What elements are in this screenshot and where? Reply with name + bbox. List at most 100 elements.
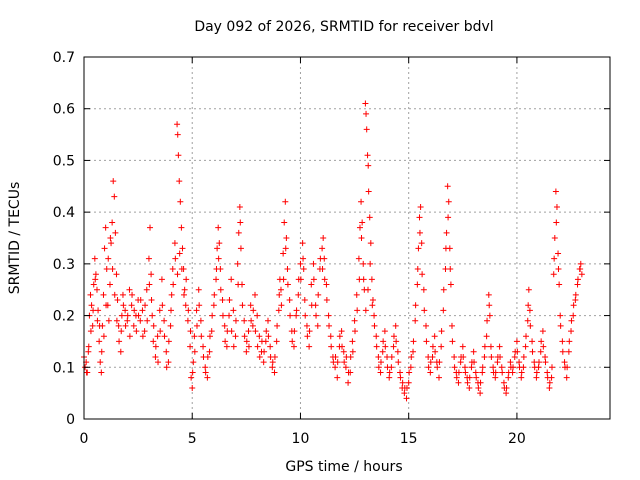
data-point	[392, 322, 399, 329]
data-point	[264, 317, 271, 324]
data-point	[120, 302, 127, 309]
data-point	[365, 162, 372, 169]
data-point	[91, 255, 98, 262]
data-point	[265, 333, 272, 340]
data-point	[533, 369, 540, 376]
data-point	[169, 266, 176, 273]
data-point	[574, 281, 581, 288]
data-point	[202, 364, 209, 371]
data-point	[442, 245, 449, 252]
data-point	[485, 291, 492, 298]
data-point	[466, 374, 473, 381]
data-point	[112, 229, 119, 236]
data-point	[399, 379, 406, 386]
data-point	[417, 203, 424, 210]
data-point	[280, 250, 287, 257]
data-point	[226, 312, 233, 319]
data-point	[301, 297, 308, 304]
data-point	[440, 307, 447, 314]
x-tick-label: 20	[508, 431, 526, 447]
data-point	[94, 317, 101, 324]
data-point	[269, 359, 276, 366]
data-point	[415, 245, 422, 252]
data-point	[356, 224, 363, 231]
data-point	[559, 348, 566, 355]
data-point	[281, 219, 288, 226]
data-point	[513, 338, 520, 345]
data-point	[228, 328, 235, 335]
data-point	[260, 359, 267, 366]
data-point	[198, 333, 205, 340]
data-point	[222, 338, 229, 345]
data-point	[174, 271, 181, 278]
data-point	[146, 281, 153, 288]
data-point	[339, 343, 346, 350]
data-point	[280, 276, 287, 283]
data-point	[142, 302, 149, 309]
data-point	[235, 281, 242, 288]
data-point	[216, 240, 223, 247]
data-point	[187, 328, 194, 335]
data-point	[565, 348, 572, 355]
data-point	[187, 343, 194, 350]
data-point	[362, 307, 369, 314]
y-tick-label: 0.5	[53, 153, 75, 169]
data-point	[171, 240, 178, 247]
data-point	[459, 343, 466, 350]
data-point	[471, 359, 478, 366]
data-point	[197, 317, 204, 324]
data-point	[347, 353, 354, 360]
data-point	[334, 374, 341, 381]
data-point	[249, 322, 256, 329]
data-point	[158, 276, 165, 283]
data-point	[155, 359, 162, 366]
data-point	[440, 286, 447, 293]
data-point	[423, 322, 430, 329]
data-point	[217, 286, 224, 293]
data-point	[243, 338, 250, 345]
data-point	[538, 338, 545, 345]
data-point	[97, 359, 104, 366]
data-point	[213, 266, 220, 273]
data-point	[282, 198, 289, 205]
data-point	[355, 255, 362, 262]
data-point	[455, 379, 462, 386]
data-point	[110, 178, 117, 185]
data-point	[152, 343, 159, 350]
data-point	[572, 291, 579, 298]
chart-title: Day 092 of 2026, SRMTID for receiver bdv…	[194, 19, 493, 35]
data-point	[373, 333, 380, 340]
data-point	[384, 364, 391, 371]
data-point	[297, 276, 304, 283]
x-tick-label: 15	[400, 431, 418, 447]
data-point	[278, 302, 285, 309]
data-point	[105, 255, 112, 262]
data-point	[250, 307, 257, 314]
data-point	[561, 359, 568, 366]
y-tick-label: 0.6	[53, 102, 75, 118]
data-point	[176, 250, 183, 257]
data-point	[159, 302, 166, 309]
data-point	[494, 359, 501, 366]
data-point	[524, 317, 531, 324]
data-point	[293, 312, 300, 319]
data-point	[163, 348, 170, 355]
data-point	[395, 359, 402, 366]
data-point	[475, 384, 482, 391]
data-point	[377, 369, 384, 376]
data-point	[128, 302, 135, 309]
data-point	[368, 276, 375, 283]
data-point	[369, 302, 376, 309]
data-point	[425, 364, 432, 371]
data-point	[254, 312, 261, 319]
data-point	[252, 291, 259, 298]
data-point	[303, 322, 310, 329]
data-point	[323, 281, 330, 288]
data-point	[96, 338, 103, 345]
data-point	[273, 338, 280, 345]
data-point	[130, 322, 137, 329]
data-point	[176, 178, 183, 185]
data-point	[114, 297, 121, 304]
data-point	[453, 374, 460, 381]
data-point	[429, 353, 436, 360]
